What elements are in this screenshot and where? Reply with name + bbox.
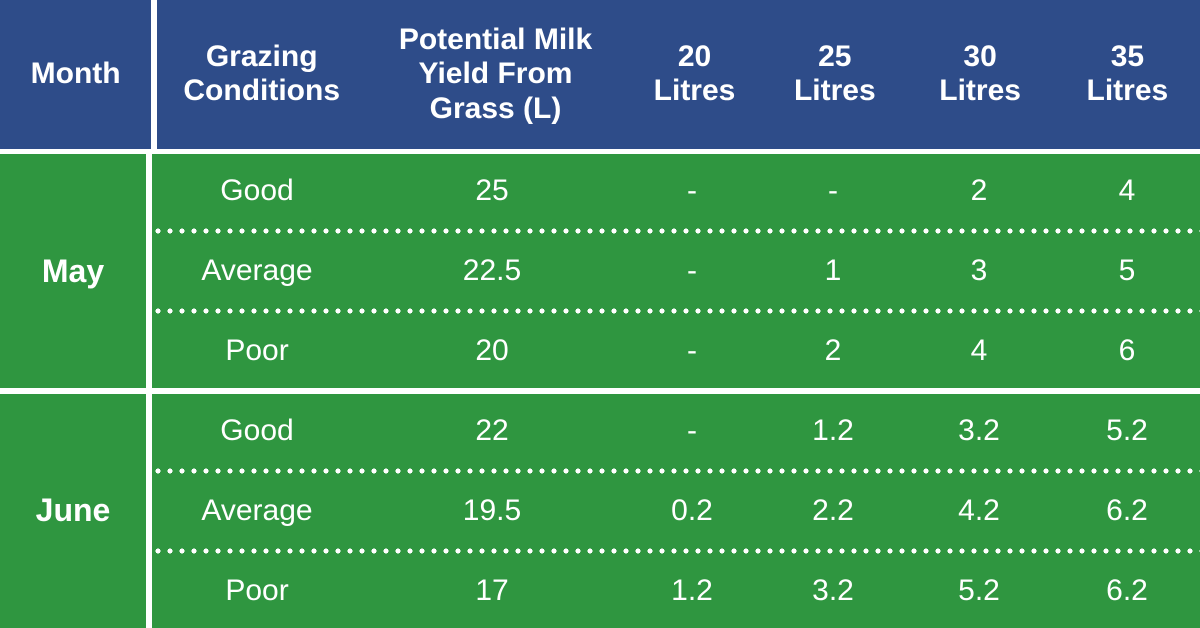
- cell-yield: 22: [362, 416, 622, 446]
- cell-yield: 25: [362, 176, 622, 206]
- cell-condition: Average: [152, 496, 362, 526]
- cell-yield: 20: [362, 336, 622, 366]
- col-header-yield: Potential Milk Yield From Grass (L): [366, 19, 625, 131]
- table-row: Good 22 - 1.2 3.2 5.2: [152, 394, 1200, 468]
- cell-25l: 3.2: [762, 576, 904, 606]
- table-row: Average 19.5 0.2 2.2 4.2 6.2: [152, 474, 1200, 548]
- table-row: Average 22.5 - 1 3 5: [152, 234, 1200, 308]
- cell-25l: 1.2: [762, 416, 904, 446]
- cell-yield: 22.5: [362, 256, 622, 286]
- cell-25l: -: [762, 176, 904, 206]
- cell-20l: 1.2: [622, 576, 762, 606]
- col-header-month: Month: [0, 53, 151, 96]
- cell-35l: 6.2: [1054, 496, 1200, 526]
- table-row: Good 25 - - 2 4: [152, 154, 1200, 228]
- cell-20l: -: [622, 256, 762, 286]
- cell-20l: -: [622, 336, 762, 366]
- col-header-35l: 35 Litres: [1055, 36, 1200, 113]
- cell-25l: 2: [762, 336, 904, 366]
- cell-30l: 3.2: [904, 416, 1054, 446]
- cell-30l: 3: [904, 256, 1054, 286]
- month-block-june: June Good 22 - 1.2 3.2 5.2 Average 19.5 …: [0, 394, 1200, 628]
- col-header-20l: 20 Litres: [625, 36, 764, 113]
- cell-yield: 17: [362, 576, 622, 606]
- cell-35l: 6: [1054, 336, 1200, 366]
- cell-30l: 4.2: [904, 496, 1054, 526]
- cell-30l: 5.2: [904, 576, 1054, 606]
- month-block-may: May Good 25 - - 2 4 Average 22.5 - 1 3 5…: [0, 154, 1200, 388]
- cell-condition: Good: [152, 176, 362, 206]
- cell-35l: 6.2: [1054, 576, 1200, 606]
- table-header-row: Month Grazing Conditions Potential Milk …: [0, 0, 1200, 149]
- cell-30l: 4: [904, 336, 1054, 366]
- col-header-conditions: Grazing Conditions: [157, 36, 366, 113]
- table-row: Poor 20 - 2 4 6: [152, 314, 1200, 388]
- milk-yield-table: Month Grazing Conditions Potential Milk …: [0, 0, 1200, 628]
- cell-condition: Average: [152, 256, 362, 286]
- cell-35l: 4: [1054, 176, 1200, 206]
- col-header-30l: 30 Litres: [905, 36, 1054, 113]
- month-label-may: May: [0, 154, 152, 388]
- cell-25l: 2.2: [762, 496, 904, 526]
- cell-30l: 2: [904, 176, 1054, 206]
- cell-condition: Poor: [152, 336, 362, 366]
- cell-yield: 19.5: [362, 496, 622, 526]
- col-header-25l: 25 Litres: [764, 36, 905, 113]
- month-label-june: June: [0, 394, 152, 628]
- cell-35l: 5: [1054, 256, 1200, 286]
- cell-35l: 5.2: [1054, 416, 1200, 446]
- cell-condition: Good: [152, 416, 362, 446]
- cell-20l: 0.2: [622, 496, 762, 526]
- cell-condition: Poor: [152, 576, 362, 606]
- cell-20l: -: [622, 176, 762, 206]
- table-row: Poor 17 1.2 3.2 5.2 6.2: [152, 554, 1200, 628]
- cell-20l: -: [622, 416, 762, 446]
- cell-25l: 1: [762, 256, 904, 286]
